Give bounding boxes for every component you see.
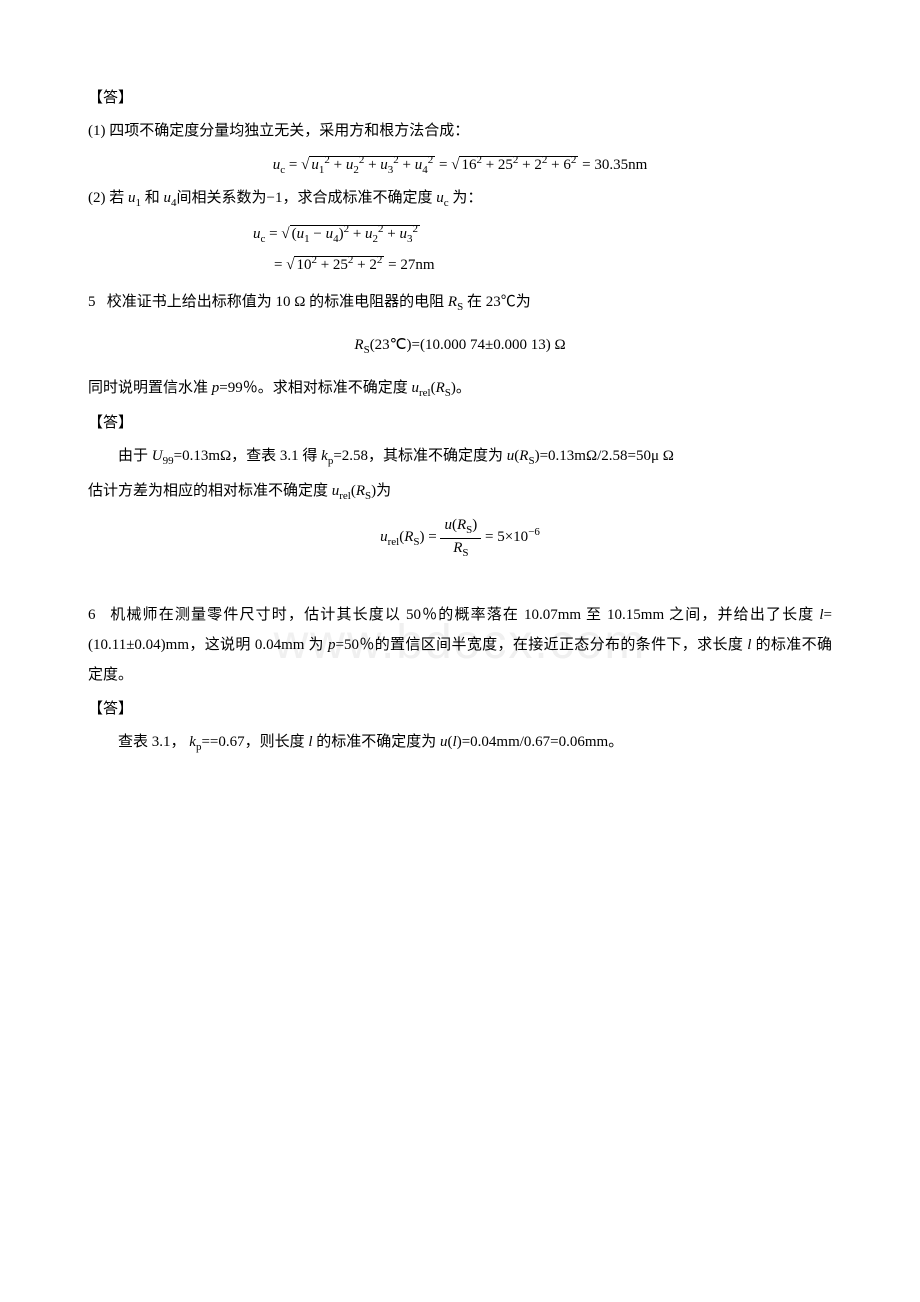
section5-body2: 估计方差为相应的相对标准不确定度 urel(RS)为	[88, 478, 832, 507]
answer-label-2: 【答】	[88, 410, 832, 437]
section5-formula2: urel(RS) = u(RS) RS = 5×10−6	[88, 516, 832, 559]
section5-formula1: RS(23℃)=(10.000 74±0.000 13) Ω	[88, 332, 832, 361]
section6-heading: 6 机械师在测量零件尺寸时，估计其长度以 50％的概率落在 10.07mm 至 …	[88, 600, 832, 690]
section1-line1: (1) 四项不确定度分量均独立无关，采用方和根方法合成：	[88, 118, 832, 145]
formula2a: uc = (u1 − u4)2 + u22 + u32	[88, 220, 832, 250]
section5-heading: 5 校准证书上给出标称值为 10 Ω 的标准电阻器的电阻 RS 在 23℃为	[88, 289, 832, 318]
formula1: uc = u12 + u22 + u32 + u42 = 162 + 252 +…	[88, 151, 832, 181]
section5-line2: 同时说明置信水准 p=99％。求相对标准不确定度 urel(RS)。	[88, 375, 832, 404]
answer-label-1: 【答】	[88, 85, 832, 112]
section6-body: 查表 3.1， kp==0.67，则长度 l 的标准不确定度为 u(l)=0.0…	[88, 729, 832, 758]
section1-line2: (2) 若 u1 和 u4间相关系数为−1，求合成标准不确定度 uc 为：	[88, 185, 832, 214]
section5-body1: 由于 U99=0.13mΩ，查表 3.1 得 kp=2.58，其标准不确定度为 …	[88, 443, 832, 472]
answer-label-3: 【答】	[88, 696, 832, 723]
formula2b: = 102 + 252 + 22 = 27nm	[88, 251, 832, 279]
